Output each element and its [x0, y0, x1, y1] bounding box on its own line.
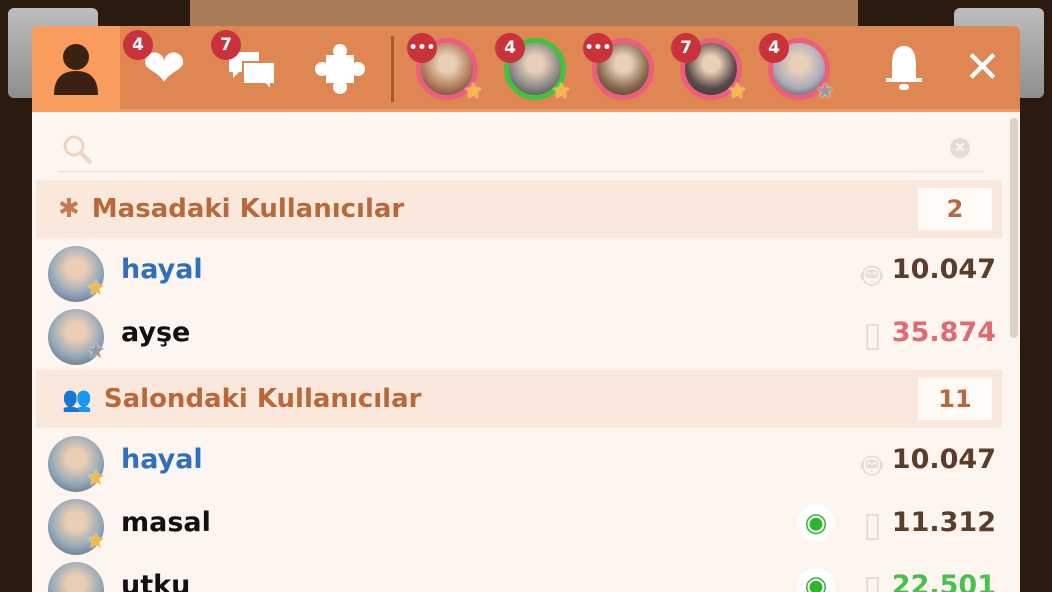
chip-count: 11.312 — [891, 507, 996, 538]
section-count: 11 — [918, 378, 992, 420]
friend-avatar[interactable]: 4 ★ — [495, 33, 571, 103]
username: utku — [121, 570, 191, 592]
chip-count: 22.501 — [891, 570, 996, 592]
star-icon: ★ — [551, 79, 571, 104]
phone-icon: ▯ — [863, 315, 882, 355]
android-icon: 🤖︎ — [861, 256, 882, 296]
user-row[interactable]: ★ masal ◉ ▯ 11.312 — [32, 495, 1012, 558]
chip-count: 35.874 — [891, 317, 996, 348]
friend-avatar[interactable]: 4 ★ — [759, 33, 835, 103]
badge: 4 — [123, 30, 153, 60]
badge: 4 — [759, 33, 789, 63]
scrollbar[interactable] — [1010, 118, 1018, 338]
section-table-users: ✱ Masadaki Kullanıcılar 2 — [36, 180, 1002, 238]
friend-avatar[interactable]: 7 ★ — [671, 33, 747, 103]
phone-icon: ▯ — [863, 505, 882, 545]
user-icon — [54, 44, 98, 95]
star-icon: ★ — [86, 529, 106, 554]
chip-count: 10.047 — [891, 254, 996, 285]
badge: 7 — [211, 30, 241, 60]
username: ayşe — [121, 317, 191, 348]
section-title: Masadaki Kullanıcılar — [91, 194, 405, 224]
phone-icon: ▯ — [863, 568, 882, 592]
star-icon: ★ — [86, 339, 106, 364]
badge: ••• — [407, 33, 437, 63]
divider — [391, 36, 394, 102]
search-icon — [63, 135, 93, 165]
avatar — [48, 246, 104, 302]
user-row[interactable]: utku ◉ ▯ 22.501 — [32, 558, 1012, 592]
chip-count: 10.047 — [891, 444, 996, 475]
avatar — [48, 562, 104, 592]
avatar — [48, 309, 104, 365]
eye-icon: ◉ — [798, 568, 834, 592]
top-bar: 4 ❤ 7 ••• ★ 4 ★ ••• 7 ★ 4 ★ ✕ — [32, 26, 1020, 112]
tab-messages[interactable]: 7 — [208, 26, 296, 112]
tab-users[interactable] — [32, 26, 120, 112]
tab-favorites[interactable]: 4 ❤ — [120, 26, 208, 112]
users-panel: 4 ❤ 7 ••• ★ 4 ★ ••• 7 ★ 4 ★ ✕ ✕ ✱ Masadaki K… — [32, 26, 1020, 592]
username: hayal — [121, 254, 203, 285]
avatar — [48, 499, 104, 555]
badge: ••• — [583, 33, 613, 63]
user-row[interactable]: ★ hayal 🤖︎ 10.047 — [32, 432, 1012, 495]
puzzle-icon — [315, 44, 365, 94]
friend-avatar[interactable]: ••• ★ — [407, 33, 483, 103]
badge: 7 — [671, 33, 701, 63]
users-group-icon: 👥 — [62, 385, 92, 413]
search-input[interactable] — [104, 132, 924, 164]
avatar — [48, 436, 104, 492]
badge: 4 — [495, 33, 525, 63]
puzzle-icon: ✱ — [58, 194, 80, 224]
user-row[interactable]: ★ ayşe ▯ 35.874 — [32, 305, 1012, 368]
close-icon[interactable]: ✕ — [964, 42, 1001, 93]
friend-avatar[interactable]: ••• — [583, 33, 654, 100]
star-icon: ★ — [815, 79, 835, 104]
clear-search-icon[interactable]: ✕ — [950, 138, 970, 158]
star-icon: ★ — [86, 276, 106, 301]
user-row[interactable]: ★ hayal 🤖︎ 10.047 — [32, 242, 1012, 305]
username: masal — [121, 507, 211, 538]
section-lobby-users: 👥 Salondaki Kullanıcılar 11 — [36, 370, 1002, 428]
android-icon: 🤖︎ — [861, 446, 882, 486]
star-icon: ★ — [86, 466, 106, 491]
search-bar[interactable]: ✕ — [58, 126, 984, 172]
eye-icon: ◉ — [798, 505, 834, 541]
background-table — [190, 0, 858, 30]
chat-icon — [229, 52, 276, 90]
star-icon: ★ — [727, 79, 747, 104]
star-icon: ★ — [463, 79, 483, 104]
bell-icon[interactable] — [884, 44, 924, 92]
username: hayal — [121, 444, 203, 475]
section-count: 2 — [918, 188, 992, 230]
section-title: Salondaki Kullanıcılar — [103, 384, 422, 414]
tab-tables[interactable] — [296, 26, 384, 112]
